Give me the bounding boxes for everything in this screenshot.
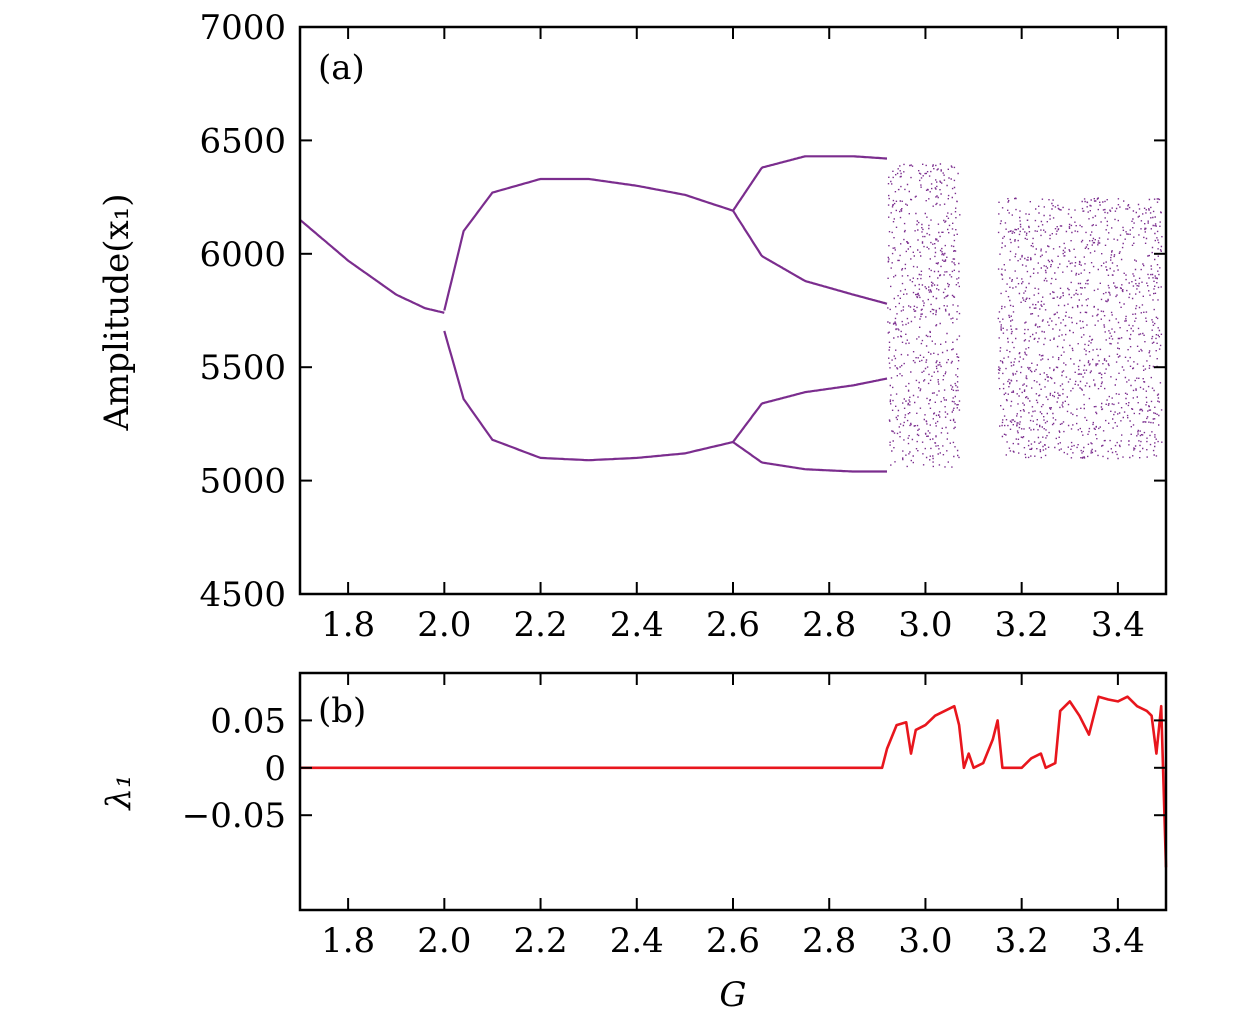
panel-a-y-tick-label: 4500	[199, 575, 286, 615]
panel-a-y-tick-label: 5500	[199, 348, 286, 388]
panel-a-label: (a)	[318, 48, 365, 88]
panel-b-x-axis-title: G	[719, 975, 746, 1015]
lyapunov-line	[300, 695, 1168, 868]
bifurcation-branch	[732, 377, 888, 443]
panel-b-label: (b)	[318, 691, 366, 731]
bifurcation-branch	[732, 155, 887, 212]
bifurcation-branch	[732, 210, 888, 305]
panel-b-x-tick-label: 2.0	[417, 921, 471, 961]
panel-b-frame	[298, 671, 1168, 912]
panel-b-data	[300, 695, 1168, 868]
panel-b-x-tick-label: 3.2	[995, 921, 1049, 961]
panel-b-y-axis-title: λ₁	[99, 774, 139, 811]
panel-b-x-tick-label: 3.4	[1091, 921, 1145, 961]
panel-a: 1.8 2.0 2.2 2.4 2.6 2.8 3.0 3.2 3.4 4500 5000 5500 6…	[97, 8, 1168, 645]
bifurcation-branch	[443, 177, 734, 311]
panel-a-ticks: 1.8 2.0 2.2 2.4 2.6 2.8 3.0 3.2 3.4 4500 5000 5500 6…	[199, 8, 1166, 645]
panel-a-x-tick-label: 3.2	[995, 605, 1049, 645]
panel-b-y-tick-label: −0.05	[182, 796, 286, 836]
panel-a-x-tick-label: 2.4	[610, 605, 664, 645]
panel-b-ticks: 1.8 2.0 2.2 2.4 2.6 2.8 3.0 3.2 3.4 0.05 0 −0.05	[182, 673, 1166, 961]
panel-b: 1.8 2.0 2.2 2.4 2.6 2.8 3.0 3.2 3.4 0.05 0 −0.05 (b…	[99, 671, 1168, 1015]
panel-a-x-tick-label: 2.0	[417, 605, 471, 645]
panel-a-x-tick-label: 3.0	[898, 605, 952, 645]
panel-a-data	[299, 155, 1163, 473]
chaotic-band	[997, 197, 1163, 460]
panel-b-x-tick-label: 2.4	[610, 921, 664, 961]
panel-b-x-tick-label: 2.2	[514, 921, 568, 961]
bifurcation-branch	[299, 218, 445, 314]
panel-a-y-tick-label: 6500	[199, 121, 286, 161]
panel-a-y-axis-title: Amplitude(x₁)	[97, 193, 137, 431]
panel-a-y-tick-label: 5000	[199, 462, 286, 502]
chaotic-band-points	[997, 197, 1163, 460]
panel-a-x-tick-label: 1.8	[321, 605, 375, 645]
panel-a-x-tick-label: 2.6	[706, 605, 760, 645]
panel-b-y-tick-label: 0	[264, 749, 286, 789]
chaotic-band	[887, 163, 961, 468]
panel-b-y-tick-label: 0.05	[210, 701, 286, 741]
panel-a-y-tick-label: 7000	[199, 8, 286, 48]
chaotic-band-points	[887, 163, 961, 468]
panel-a-x-tick-label: 3.4	[1091, 605, 1145, 645]
panel-a-y-tick-label: 6000	[199, 235, 286, 275]
panel-b-x-tick-label: 2.8	[802, 921, 856, 961]
panel-a-x-tick-label: 2.8	[802, 605, 856, 645]
bifurcation-branch	[732, 441, 887, 473]
panel-b-x-tick-label: 1.8	[321, 921, 375, 961]
panel-a-x-tick-label: 2.2	[514, 605, 568, 645]
bifurcation-branch	[443, 330, 734, 462]
panel-b-x-tick-label: 2.6	[706, 921, 760, 961]
panel-b-x-tick-label: 3.0	[898, 921, 952, 961]
